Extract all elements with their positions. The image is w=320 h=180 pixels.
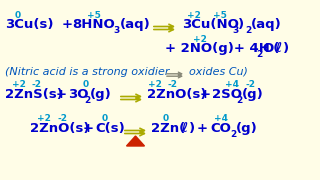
Text: +: +	[62, 18, 78, 31]
Text: 2ZnO(s): 2ZnO(s)	[147, 88, 206, 101]
Text: -2: -2	[32, 80, 42, 89]
Text: 0: 0	[15, 11, 21, 20]
Text: (g): (g)	[90, 88, 112, 101]
Text: ): )	[283, 42, 289, 55]
Text: 2Zn(: 2Zn(	[151, 122, 185, 135]
Text: 0: 0	[83, 80, 89, 89]
Text: 3O: 3O	[68, 88, 89, 101]
Text: O(: O(	[262, 42, 279, 55]
Text: +2: +2	[193, 35, 207, 44]
Text: 8HNO: 8HNO	[72, 18, 115, 31]
Text: ℓ: ℓ	[181, 122, 187, 135]
Text: ): )	[189, 122, 195, 135]
Text: (Nitric acid is a strong oxidier: (Nitric acid is a strong oxidier	[5, 67, 170, 77]
Text: ℓ: ℓ	[275, 42, 281, 55]
Text: (g): (g)	[242, 88, 264, 101]
Text: C(s): C(s)	[95, 122, 125, 135]
Text: 3Cu(s): 3Cu(s)	[5, 18, 53, 31]
Text: 3: 3	[113, 26, 119, 35]
Text: +5: +5	[87, 11, 101, 20]
Text: oxides Cu): oxides Cu)	[189, 67, 248, 77]
Polygon shape	[126, 136, 145, 146]
Text: 0: 0	[102, 114, 108, 123]
Text: 2ZnO(s): 2ZnO(s)	[30, 122, 90, 135]
Text: ): )	[238, 18, 244, 31]
Text: (aq): (aq)	[251, 18, 282, 31]
Text: +4: +4	[214, 114, 228, 123]
Text: 2: 2	[245, 26, 251, 35]
Text: +2: +2	[12, 80, 26, 89]
Text: 2ZnS(s): 2ZnS(s)	[5, 88, 63, 101]
Text: 2: 2	[256, 50, 262, 59]
Text: +: +	[200, 88, 211, 101]
Text: +5: +5	[213, 11, 227, 20]
Text: 3Cu(NO: 3Cu(NO	[182, 18, 239, 31]
Text: 3: 3	[232, 26, 238, 35]
Text: -2: -2	[245, 80, 255, 89]
Text: + 2NO(g)+ 4H: + 2NO(g)+ 4H	[165, 42, 270, 55]
Text: +2: +2	[148, 80, 162, 89]
Text: 2: 2	[84, 96, 90, 105]
Text: +: +	[197, 122, 208, 135]
Text: +2: +2	[37, 114, 51, 123]
Text: -2: -2	[57, 114, 67, 123]
Text: 0: 0	[163, 114, 169, 123]
Text: 2: 2	[236, 96, 242, 105]
Text: +2: +2	[187, 11, 201, 20]
Text: +: +	[83, 122, 94, 135]
Text: +: +	[56, 88, 67, 101]
Text: CO: CO	[210, 122, 231, 135]
Text: 2SO: 2SO	[212, 88, 242, 101]
Text: (aq): (aq)	[120, 18, 151, 31]
Text: -2: -2	[168, 80, 178, 89]
Text: +4: +4	[225, 80, 239, 89]
Text: (g): (g)	[236, 122, 258, 135]
Text: 2: 2	[230, 130, 236, 139]
